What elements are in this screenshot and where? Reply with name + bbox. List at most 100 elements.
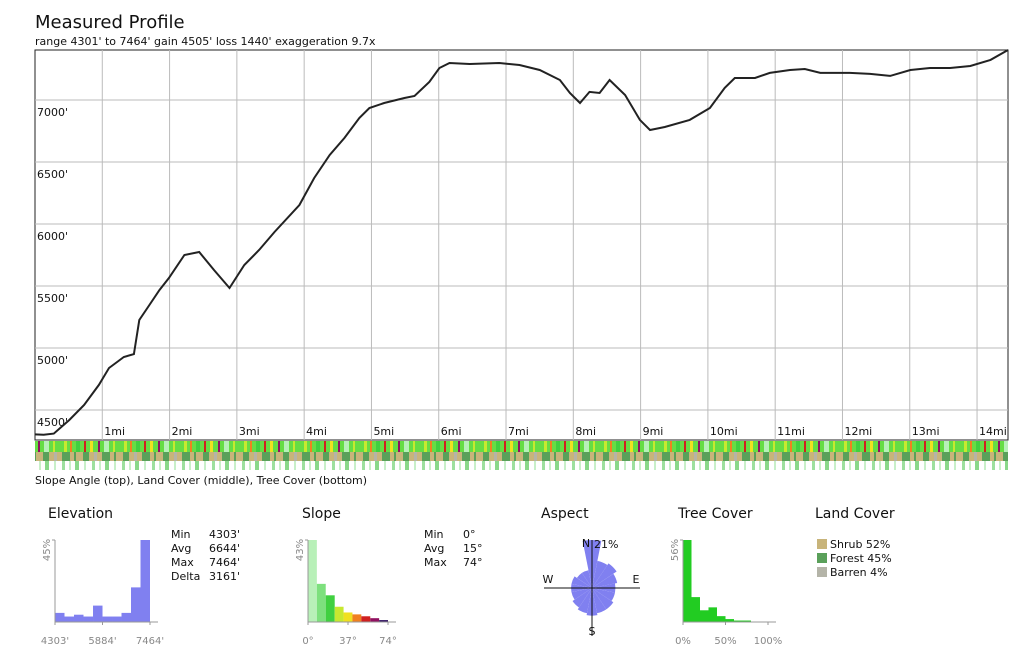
histogram-bar bbox=[93, 605, 103, 622]
x-tick-label: 50% bbox=[714, 636, 736, 647]
x-tick-label: 7464' bbox=[136, 636, 164, 647]
histogram-bar bbox=[112, 616, 122, 622]
histogram-bar bbox=[325, 595, 335, 622]
land-cover-strip bbox=[35, 452, 1008, 461]
x-tick-label: 12mi bbox=[844, 425, 872, 438]
histogram-bar bbox=[725, 619, 734, 622]
x-tick-label: 14mi bbox=[979, 425, 1007, 438]
panel-title: Land Cover bbox=[815, 506, 895, 522]
aspect-sector bbox=[592, 563, 617, 588]
y-tick-label: 5000' bbox=[37, 354, 68, 367]
x-tick-label: 8mi bbox=[575, 425, 596, 438]
y-tick-label: 45% bbox=[42, 539, 53, 561]
stat-label: Delta bbox=[171, 570, 200, 583]
histogram-bar bbox=[334, 606, 344, 622]
aspect-sector bbox=[592, 588, 615, 602]
x-tick-label: 13mi bbox=[912, 425, 940, 438]
stat-value: 15° bbox=[463, 542, 483, 555]
x-tick-label: 5884' bbox=[88, 636, 116, 647]
tree-cover-strip bbox=[35, 461, 1008, 470]
stat-label: Avg bbox=[424, 542, 444, 555]
y-tick-label: 56% bbox=[670, 539, 681, 561]
strip-caption: Slope Angle (top), Land Cover (middle), … bbox=[35, 474, 367, 487]
direction-label: E bbox=[633, 573, 640, 586]
stat-value: 3161' bbox=[209, 570, 240, 583]
plot-area bbox=[34, 49, 1009, 441]
aspect-sector bbox=[576, 572, 592, 588]
x-tick-label: 0° bbox=[302, 636, 313, 647]
histogram-bar bbox=[370, 618, 380, 622]
legend-swatch bbox=[817, 539, 827, 549]
histogram-bar bbox=[708, 607, 717, 622]
histogram-bar bbox=[64, 616, 74, 622]
x-tick-label: 6mi bbox=[441, 425, 462, 438]
x-tick-label: 2mi bbox=[172, 425, 193, 438]
histogram-bar bbox=[83, 616, 94, 622]
stat-value: 4303' bbox=[209, 528, 240, 541]
stat-label: Max bbox=[171, 556, 194, 569]
stat-label: Max bbox=[424, 556, 447, 569]
aspect-sector bbox=[571, 576, 592, 588]
aspect-sector bbox=[592, 573, 618, 588]
x-tick-label: 10mi bbox=[710, 425, 738, 438]
panel-title: Tree Cover bbox=[677, 506, 753, 522]
stat-value: 7464' bbox=[209, 556, 240, 569]
legend-swatch bbox=[817, 567, 827, 577]
aspect-sector bbox=[592, 588, 614, 610]
x-tick-label: 5mi bbox=[373, 425, 394, 438]
histogram-bar bbox=[55, 612, 65, 622]
x-tick-label: 9mi bbox=[643, 425, 664, 438]
histogram-bar bbox=[683, 540, 692, 622]
y-tick-label: 7000' bbox=[37, 106, 68, 119]
direction-label: N bbox=[582, 537, 590, 550]
aspect-sector bbox=[572, 588, 592, 608]
aspect-sector bbox=[592, 560, 608, 588]
histogram-bar bbox=[742, 620, 751, 622]
chart-title: Measured Profile bbox=[35, 12, 185, 33]
histogram-bar bbox=[717, 616, 726, 622]
x-tick-label: 1mi bbox=[104, 425, 125, 438]
histogram-bar bbox=[102, 616, 113, 622]
panel-title: Aspect bbox=[541, 506, 589, 522]
stat-value: 6644' bbox=[209, 542, 240, 555]
legend-swatch bbox=[817, 553, 827, 563]
y-tick-label: 43% bbox=[295, 539, 306, 561]
legend-label: Barren 4% bbox=[830, 566, 888, 579]
radial-tick-label: 21% bbox=[594, 538, 618, 551]
histogram-bar bbox=[691, 597, 700, 622]
legend-label: Shrub 52% bbox=[830, 538, 890, 551]
histogram-bar bbox=[121, 612, 132, 622]
stat-value: 0° bbox=[463, 528, 476, 541]
histogram-bar bbox=[734, 620, 743, 622]
chart-subtitle: range 4301' to 7464' gain 4505' loss 144… bbox=[35, 35, 376, 48]
x-tick-label: 11mi bbox=[777, 425, 805, 438]
slope-strip bbox=[35, 441, 1008, 452]
x-tick-label: 37° bbox=[339, 636, 357, 647]
y-tick-label: 4500' bbox=[37, 416, 68, 429]
x-tick-label: 7mi bbox=[508, 425, 529, 438]
direction-label: W bbox=[543, 573, 554, 586]
x-tick-label: 0% bbox=[675, 636, 691, 647]
histogram-bar bbox=[316, 583, 326, 622]
x-tick-label: 4mi bbox=[306, 425, 327, 438]
x-tick-label: 4303' bbox=[41, 636, 69, 647]
aspect-sector bbox=[592, 588, 607, 614]
panel-title: Elevation bbox=[48, 506, 113, 522]
histogram-bar bbox=[379, 620, 388, 622]
histogram-bar bbox=[131, 587, 141, 622]
legend-label: Forest 45% bbox=[830, 552, 892, 565]
histogram-bar bbox=[700, 610, 709, 622]
histogram-bar bbox=[308, 540, 317, 622]
aspect-sector bbox=[581, 570, 592, 588]
aspect-sector bbox=[577, 588, 592, 614]
stat-label: Min bbox=[424, 528, 444, 541]
y-tick-label: 5500' bbox=[37, 292, 68, 305]
histogram-bar bbox=[361, 616, 371, 622]
histogram-bar bbox=[352, 614, 362, 622]
panel-title: Slope bbox=[302, 506, 341, 522]
x-tick-label: 74° bbox=[379, 636, 397, 647]
histogram-bar bbox=[73, 614, 84, 622]
aspect-sector bbox=[571, 588, 592, 600]
